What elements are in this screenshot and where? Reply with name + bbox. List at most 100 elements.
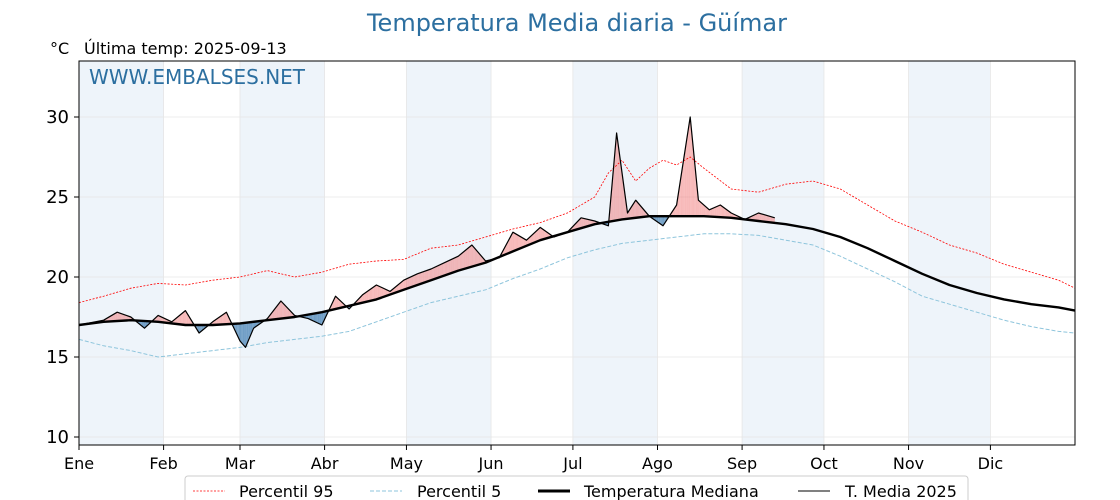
fill-above-median (158, 315, 160, 322)
fill-above-median (399, 282, 401, 292)
grid-lines (78, 61, 1075, 445)
fill-above-median (444, 261, 447, 276)
fill-above-median (124, 314, 126, 321)
y-tick-label: 30 (46, 107, 69, 128)
fill-above-median (675, 205, 677, 217)
fill-above-median (456, 256, 459, 272)
fill-below-median (199, 325, 201, 333)
fill-above-median (224, 312, 227, 325)
fill-above-median (395, 285, 397, 293)
fill-above-median (462, 251, 464, 270)
legend-label-p95: Percentil 95 (239, 482, 334, 500)
fill-above-median (398, 283, 400, 292)
fill-below-median (315, 313, 317, 323)
fill-above-median (370, 287, 373, 301)
fill-above-median (276, 304, 279, 320)
fill-above-median (441, 263, 444, 277)
fill-above-median (477, 251, 479, 265)
fill-above-median (403, 279, 406, 290)
fill-above-median (521, 237, 523, 249)
fill-above-median (721, 206, 723, 218)
fill-above-median (686, 134, 688, 217)
fill-below-median (312, 313, 314, 322)
fill-above-median (178, 315, 180, 325)
fill-above-median (373, 285, 376, 301)
fill-above-median (411, 275, 414, 287)
fill-above-median (364, 292, 366, 303)
x-tick-label: Nov (893, 454, 924, 473)
fill-above-median (527, 237, 530, 246)
fill-below-median (320, 312, 322, 325)
series-line-t-media-2025 (78, 116, 775, 348)
month-band-Jul (572, 61, 658, 445)
fill-above-median (118, 312, 120, 321)
fill-above-median (763, 214, 766, 222)
fill-above-median (724, 208, 726, 218)
x-tick-label: Sep (727, 454, 757, 473)
fill-above-median (446, 261, 448, 275)
fill-above-median (365, 291, 367, 302)
fill-above-median (722, 207, 725, 218)
fill-above-median (523, 238, 526, 247)
month-band-Ene (79, 61, 164, 445)
fill-above-median (769, 216, 771, 223)
alternate-month-bands (79, 61, 991, 445)
month-band-Sep (742, 61, 824, 445)
fill-above-median (754, 214, 756, 221)
x-axis-ticks: Ene Feb Mar Abr May Jun Jul Ago Sep Oct Nov Dic (64, 445, 1003, 473)
fill-above-median (773, 217, 775, 223)
legend-frame (184, 475, 969, 500)
fill-above-median (361, 294, 363, 303)
fill-above-median (410, 276, 412, 288)
fill-above-median (280, 301, 283, 319)
fill-above-median (381, 287, 384, 298)
fill-above-median (417, 273, 419, 285)
fill-below-median (244, 322, 246, 348)
fill-above-median (366, 290, 369, 302)
fill-above-median (718, 205, 721, 218)
fill-below-median (313, 313, 316, 322)
plot-frame (78, 60, 1076, 446)
fill-above-median (753, 214, 755, 221)
fill-above-median (637, 201, 639, 218)
fill-above-median (616, 133, 618, 221)
y-tick-label: 20 (46, 267, 69, 288)
fill-above-median (368, 289, 370, 302)
fill-above-median (289, 309, 291, 318)
fill-above-median (432, 267, 434, 280)
x-tick-label: Abr (311, 454, 339, 473)
fill-above-median (757, 213, 759, 221)
y-tick-label: 10 (46, 427, 69, 448)
fill-above-median (119, 313, 122, 321)
fill-above-median (518, 235, 520, 250)
fill-above-median (179, 313, 182, 325)
fill-above-median (619, 153, 621, 220)
fill-above-median (720, 205, 722, 218)
fill-above-median (429, 269, 432, 281)
fill-above-median (455, 256, 457, 272)
x-tick-label: Ene (64, 454, 94, 473)
fill-below-median (319, 312, 321, 325)
fill-above-median (578, 219, 580, 229)
fill-above-median (407, 277, 410, 289)
fill-above-median (376, 285, 378, 300)
fill-above-median (525, 239, 527, 247)
fill-above-median (422, 271, 425, 284)
fill-above-median (375, 285, 377, 300)
fill-above-median (684, 143, 687, 217)
fill-above-median (186, 312, 189, 325)
fill-above-median (336, 297, 339, 309)
fill-below-median (242, 322, 245, 346)
x-tick-label: Ago (642, 454, 673, 473)
fill-above-median (703, 205, 706, 217)
fill-above-median (396, 284, 399, 293)
fill-above-median (680, 169, 683, 217)
fill-above-median (439, 264, 441, 278)
fill-above-median (275, 306, 277, 320)
fill-above-median (480, 254, 482, 265)
fill-above-median (617, 143, 620, 221)
fill-above-median (459, 253, 462, 271)
fill-above-median (761, 213, 763, 222)
series-lines (78, 116, 1076, 358)
